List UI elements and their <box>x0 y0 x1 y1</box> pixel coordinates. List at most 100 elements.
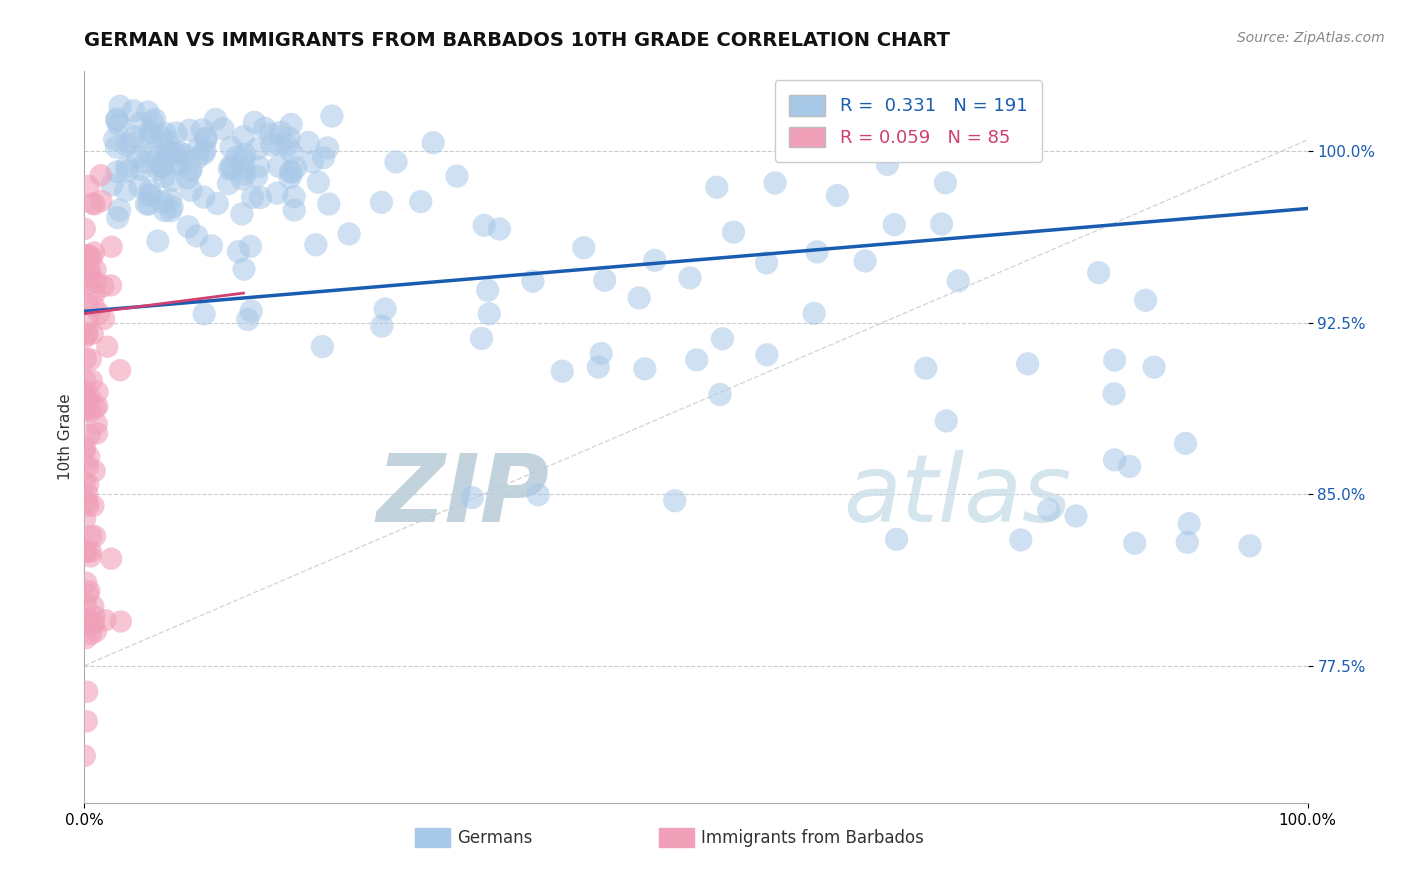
Point <box>114 184 136 198</box>
Point <box>239 239 262 253</box>
Point <box>75 351 97 366</box>
Point <box>461 491 484 505</box>
Point <box>80 352 103 367</box>
Point <box>143 112 166 127</box>
Point <box>86 400 108 414</box>
Point <box>160 200 183 214</box>
Point <box>409 194 432 209</box>
Point <box>76 391 98 405</box>
Point <box>679 270 702 285</box>
Point <box>107 118 129 132</box>
Point <box>76 296 98 310</box>
Point <box>179 123 201 137</box>
Point <box>686 352 709 367</box>
Point <box>84 285 107 300</box>
Point <box>180 183 202 197</box>
Point <box>711 332 734 346</box>
Point <box>176 171 198 186</box>
Point <box>269 137 291 152</box>
Point <box>82 599 104 614</box>
Point <box>76 495 98 509</box>
Point <box>1135 293 1157 308</box>
Point <box>488 222 510 236</box>
Point <box>79 584 101 599</box>
Point <box>131 162 153 177</box>
Point <box>79 404 101 418</box>
Point <box>219 140 242 154</box>
Point <box>935 414 957 428</box>
Point <box>318 197 340 211</box>
Point <box>73 475 96 489</box>
Point <box>138 197 160 211</box>
Text: atlas: atlas <box>842 450 1071 541</box>
Point <box>1038 502 1060 516</box>
Point <box>141 115 163 129</box>
Point <box>77 477 100 491</box>
Point <box>931 217 953 231</box>
Point <box>150 160 173 174</box>
Point <box>167 156 190 170</box>
Point <box>723 225 745 239</box>
Point <box>1017 357 1039 371</box>
Point <box>83 609 105 624</box>
Point <box>755 256 778 270</box>
Legend: R =  0.331   N = 191, R = 0.059   N = 85: R = 0.331 N = 191, R = 0.059 N = 85 <box>775 80 1042 161</box>
Point <box>76 684 98 698</box>
Point <box>186 151 208 165</box>
Point <box>73 748 96 763</box>
Point <box>194 132 217 146</box>
Point <box>1118 459 1140 474</box>
Point <box>84 529 107 543</box>
Point <box>105 165 128 179</box>
Point <box>200 239 222 253</box>
Point <box>280 118 302 132</box>
Point <box>806 244 828 259</box>
Point <box>284 161 307 175</box>
Point <box>110 615 132 629</box>
Point <box>180 162 202 177</box>
Point <box>1143 360 1166 375</box>
Point <box>242 190 264 204</box>
Point <box>337 227 360 241</box>
Point <box>157 135 180 149</box>
Point <box>478 307 501 321</box>
Point <box>73 444 96 458</box>
Point <box>73 401 96 416</box>
Point <box>311 340 333 354</box>
Point <box>76 326 98 340</box>
Point <box>77 614 100 628</box>
Point <box>80 250 103 264</box>
Point <box>371 318 394 333</box>
Point <box>247 160 270 174</box>
Point <box>155 151 177 165</box>
Point <box>77 459 100 474</box>
Point <box>233 167 256 181</box>
Point <box>100 551 122 566</box>
Point <box>159 193 181 207</box>
Point <box>73 331 96 345</box>
Point <box>664 493 686 508</box>
Point <box>706 180 728 194</box>
Point <box>221 161 243 176</box>
Point <box>138 125 160 139</box>
Point <box>312 151 335 165</box>
Point <box>270 125 292 139</box>
Point <box>167 157 190 171</box>
Point <box>211 121 233 136</box>
Point <box>79 267 101 281</box>
Point <box>883 218 905 232</box>
Point <box>159 203 181 218</box>
Point <box>281 145 304 160</box>
Point <box>886 533 908 547</box>
Point <box>83 245 105 260</box>
Point <box>243 115 266 129</box>
Point <box>167 145 190 160</box>
Point <box>153 169 176 184</box>
Point <box>138 188 160 202</box>
Point <box>278 170 301 185</box>
Point <box>177 219 200 234</box>
Point <box>146 162 169 177</box>
Point <box>77 450 100 464</box>
Point <box>204 112 226 127</box>
Point <box>76 269 98 284</box>
